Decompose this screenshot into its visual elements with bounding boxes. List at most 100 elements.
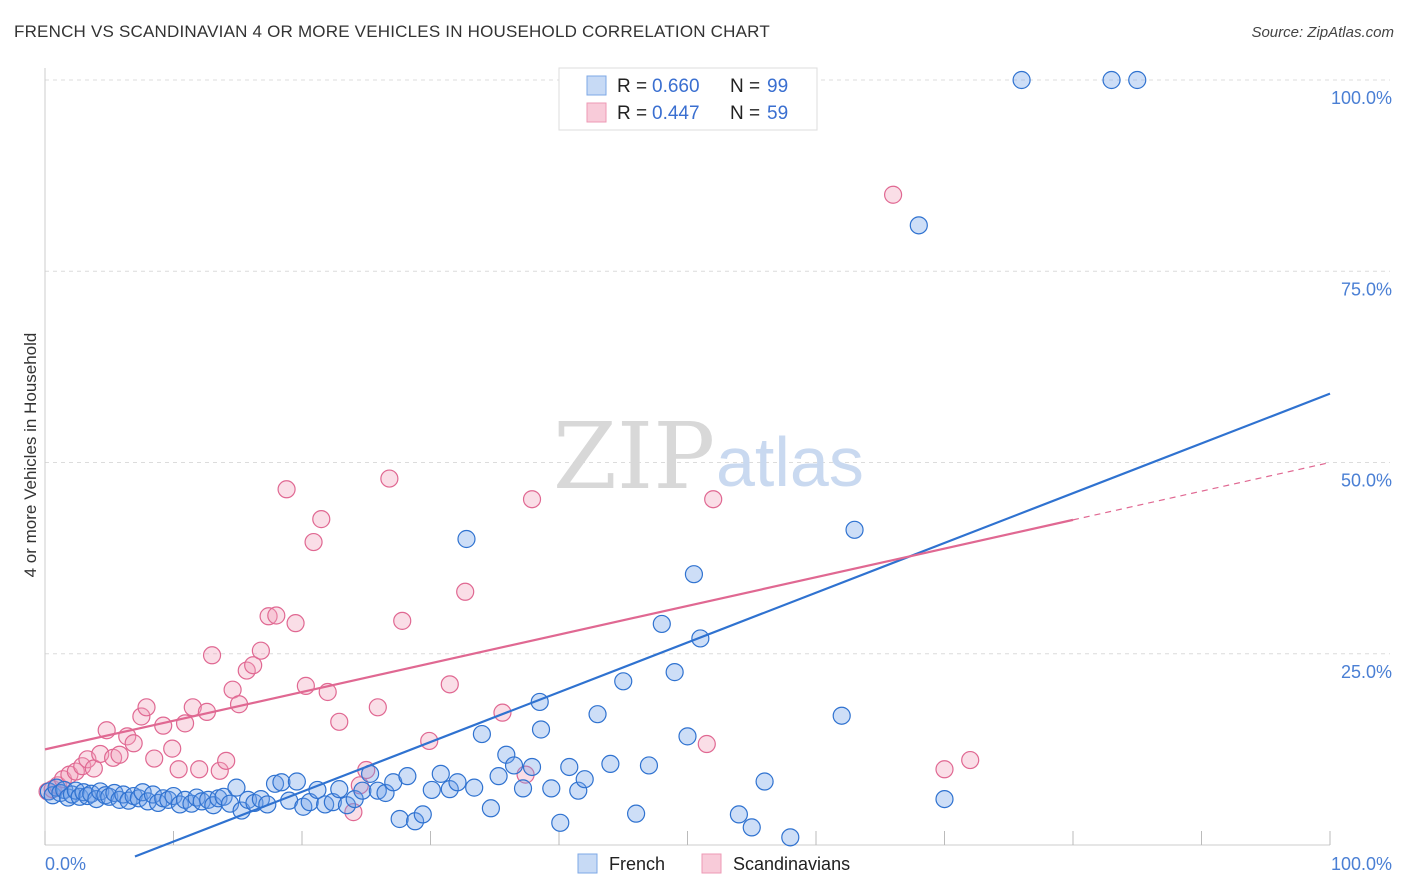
legend-n-value-scandinavian: 59 xyxy=(767,103,788,124)
y-tick-label-1: 75.0% xyxy=(1341,279,1392,299)
french-point-106 xyxy=(1128,70,1147,90)
scandinavian-point-33 xyxy=(259,607,278,626)
french-point-77 xyxy=(513,779,533,798)
scandinavian-point-23 xyxy=(190,760,209,779)
french-point-73 xyxy=(481,799,500,818)
french-point-67 xyxy=(431,764,450,783)
french-point-80 xyxy=(531,720,551,739)
trend-lines xyxy=(44,392,1331,858)
x-tick-label-0: 0.0% xyxy=(45,854,86,874)
legend-n-label-french: N = xyxy=(730,76,760,97)
french-point-57 xyxy=(353,781,372,800)
scandinavian-point-16 xyxy=(137,698,156,717)
french-point-105 xyxy=(1102,70,1121,90)
watermark-atlas: atlas xyxy=(716,423,864,501)
legend-r-label-french: R = xyxy=(617,76,647,97)
x-tick-label-1: 100.0% xyxy=(1331,854,1392,874)
scandinavian-point-20 xyxy=(169,760,188,779)
legend-swatch-french xyxy=(586,75,607,96)
french-point-84 xyxy=(569,781,588,800)
french-point-86 xyxy=(588,705,607,724)
french-point-81 xyxy=(542,779,561,798)
legend-r-value-french: 0.660 xyxy=(652,76,700,97)
series-legend-label-scandinavian: Scandinavians xyxy=(733,854,850,874)
french-point-92 xyxy=(665,663,684,682)
french-points xyxy=(39,70,1147,847)
french-point-99 xyxy=(781,828,800,847)
scandinavian-point-35 xyxy=(277,480,296,499)
french-point-74 xyxy=(489,767,508,786)
chart-title: FRENCH VS SCANDINAVIAN 4 OR MORE VEHICLE… xyxy=(14,22,770,41)
french-point-48 xyxy=(287,772,306,791)
french-point-72 xyxy=(472,724,491,744)
scandinavian-point-49 xyxy=(440,675,459,694)
y-tick-label-0: 100.0% xyxy=(1331,88,1392,108)
french-point-54 xyxy=(330,780,349,799)
french-point-87 xyxy=(601,754,620,774)
scandinavian-point-18 xyxy=(154,716,173,735)
french-point-69 xyxy=(448,773,467,792)
scandinavian-point-12 xyxy=(110,745,129,764)
french-point-78 xyxy=(522,757,542,777)
scandinavian-point-19 xyxy=(163,739,182,758)
french-point-66 xyxy=(422,780,441,800)
french-point-83 xyxy=(560,757,579,777)
scandinavian-trend-line xyxy=(44,518,1074,751)
french-point-82 xyxy=(551,813,570,832)
watermark-zip: ZIP xyxy=(553,403,715,510)
scandinavian-point-47 xyxy=(393,611,412,630)
scandinavian-point-14 xyxy=(124,734,143,753)
french-point-102 xyxy=(909,216,928,235)
legend-n-value-french: 99 xyxy=(767,76,788,97)
scandinavian-point-57 xyxy=(935,760,954,779)
french-point-70 xyxy=(457,529,476,549)
series-legend-label-french: French xyxy=(609,854,665,874)
french-point-64 xyxy=(405,812,425,831)
french-point-88 xyxy=(614,672,633,691)
french-point-38 xyxy=(220,794,240,813)
french-point-39 xyxy=(227,778,246,797)
scandinavian-point-50 xyxy=(456,582,475,601)
french-point-62 xyxy=(390,809,409,829)
scandinavian-point-54 xyxy=(697,734,716,754)
french-point-71 xyxy=(465,778,484,797)
watermark: ZIP atlas xyxy=(553,403,864,510)
series-legend: French Scandinavians xyxy=(577,853,850,874)
legend-swatch-scandinavian xyxy=(586,102,607,123)
y-tick-label-2: 50.0% xyxy=(1341,471,1392,491)
grid xyxy=(45,79,1390,655)
french-point-89 xyxy=(626,804,646,823)
scandinavian-point-56 xyxy=(883,185,903,204)
scandinavian-point-41 xyxy=(330,712,349,731)
scandinavian-point-55 xyxy=(704,490,723,509)
scandinavian-point-39 xyxy=(312,510,331,529)
french-point-76 xyxy=(504,756,524,775)
french-point-49 xyxy=(294,797,313,816)
legend-r-label-scandinavian: R = xyxy=(617,103,647,124)
scandinavian-point-27 xyxy=(217,751,236,770)
scandinavian-point-17 xyxy=(145,749,164,768)
scandinavian-trend-extension xyxy=(1072,461,1331,521)
scandinavian-point-15 xyxy=(132,707,151,726)
french-point-101 xyxy=(845,520,864,539)
french-point-68 xyxy=(440,780,459,799)
french-point-98 xyxy=(755,772,774,791)
scandinavian-point-58 xyxy=(961,750,980,770)
scandinavian-point-32 xyxy=(251,641,270,660)
legend-n-label-scandinavian: N = xyxy=(730,103,760,124)
legend-r-value-scandinavian: 0.447 xyxy=(652,103,700,124)
french-point-45 xyxy=(265,774,285,793)
french-point-100 xyxy=(832,706,851,725)
source-label: Source: ZipAtlas.com xyxy=(1251,24,1394,41)
french-point-96 xyxy=(729,805,749,824)
french-point-65 xyxy=(413,805,432,824)
scandinavian-point-26 xyxy=(210,761,229,780)
french-point-103 xyxy=(935,789,954,809)
scandinavian-point-42 xyxy=(344,803,363,822)
french-point-46 xyxy=(272,773,291,792)
french-point-85 xyxy=(575,770,594,789)
scandinavian-point-36 xyxy=(286,614,305,633)
french-point-63 xyxy=(398,767,417,786)
french-point-104 xyxy=(1012,70,1031,90)
french-trend-line xyxy=(134,392,1331,858)
